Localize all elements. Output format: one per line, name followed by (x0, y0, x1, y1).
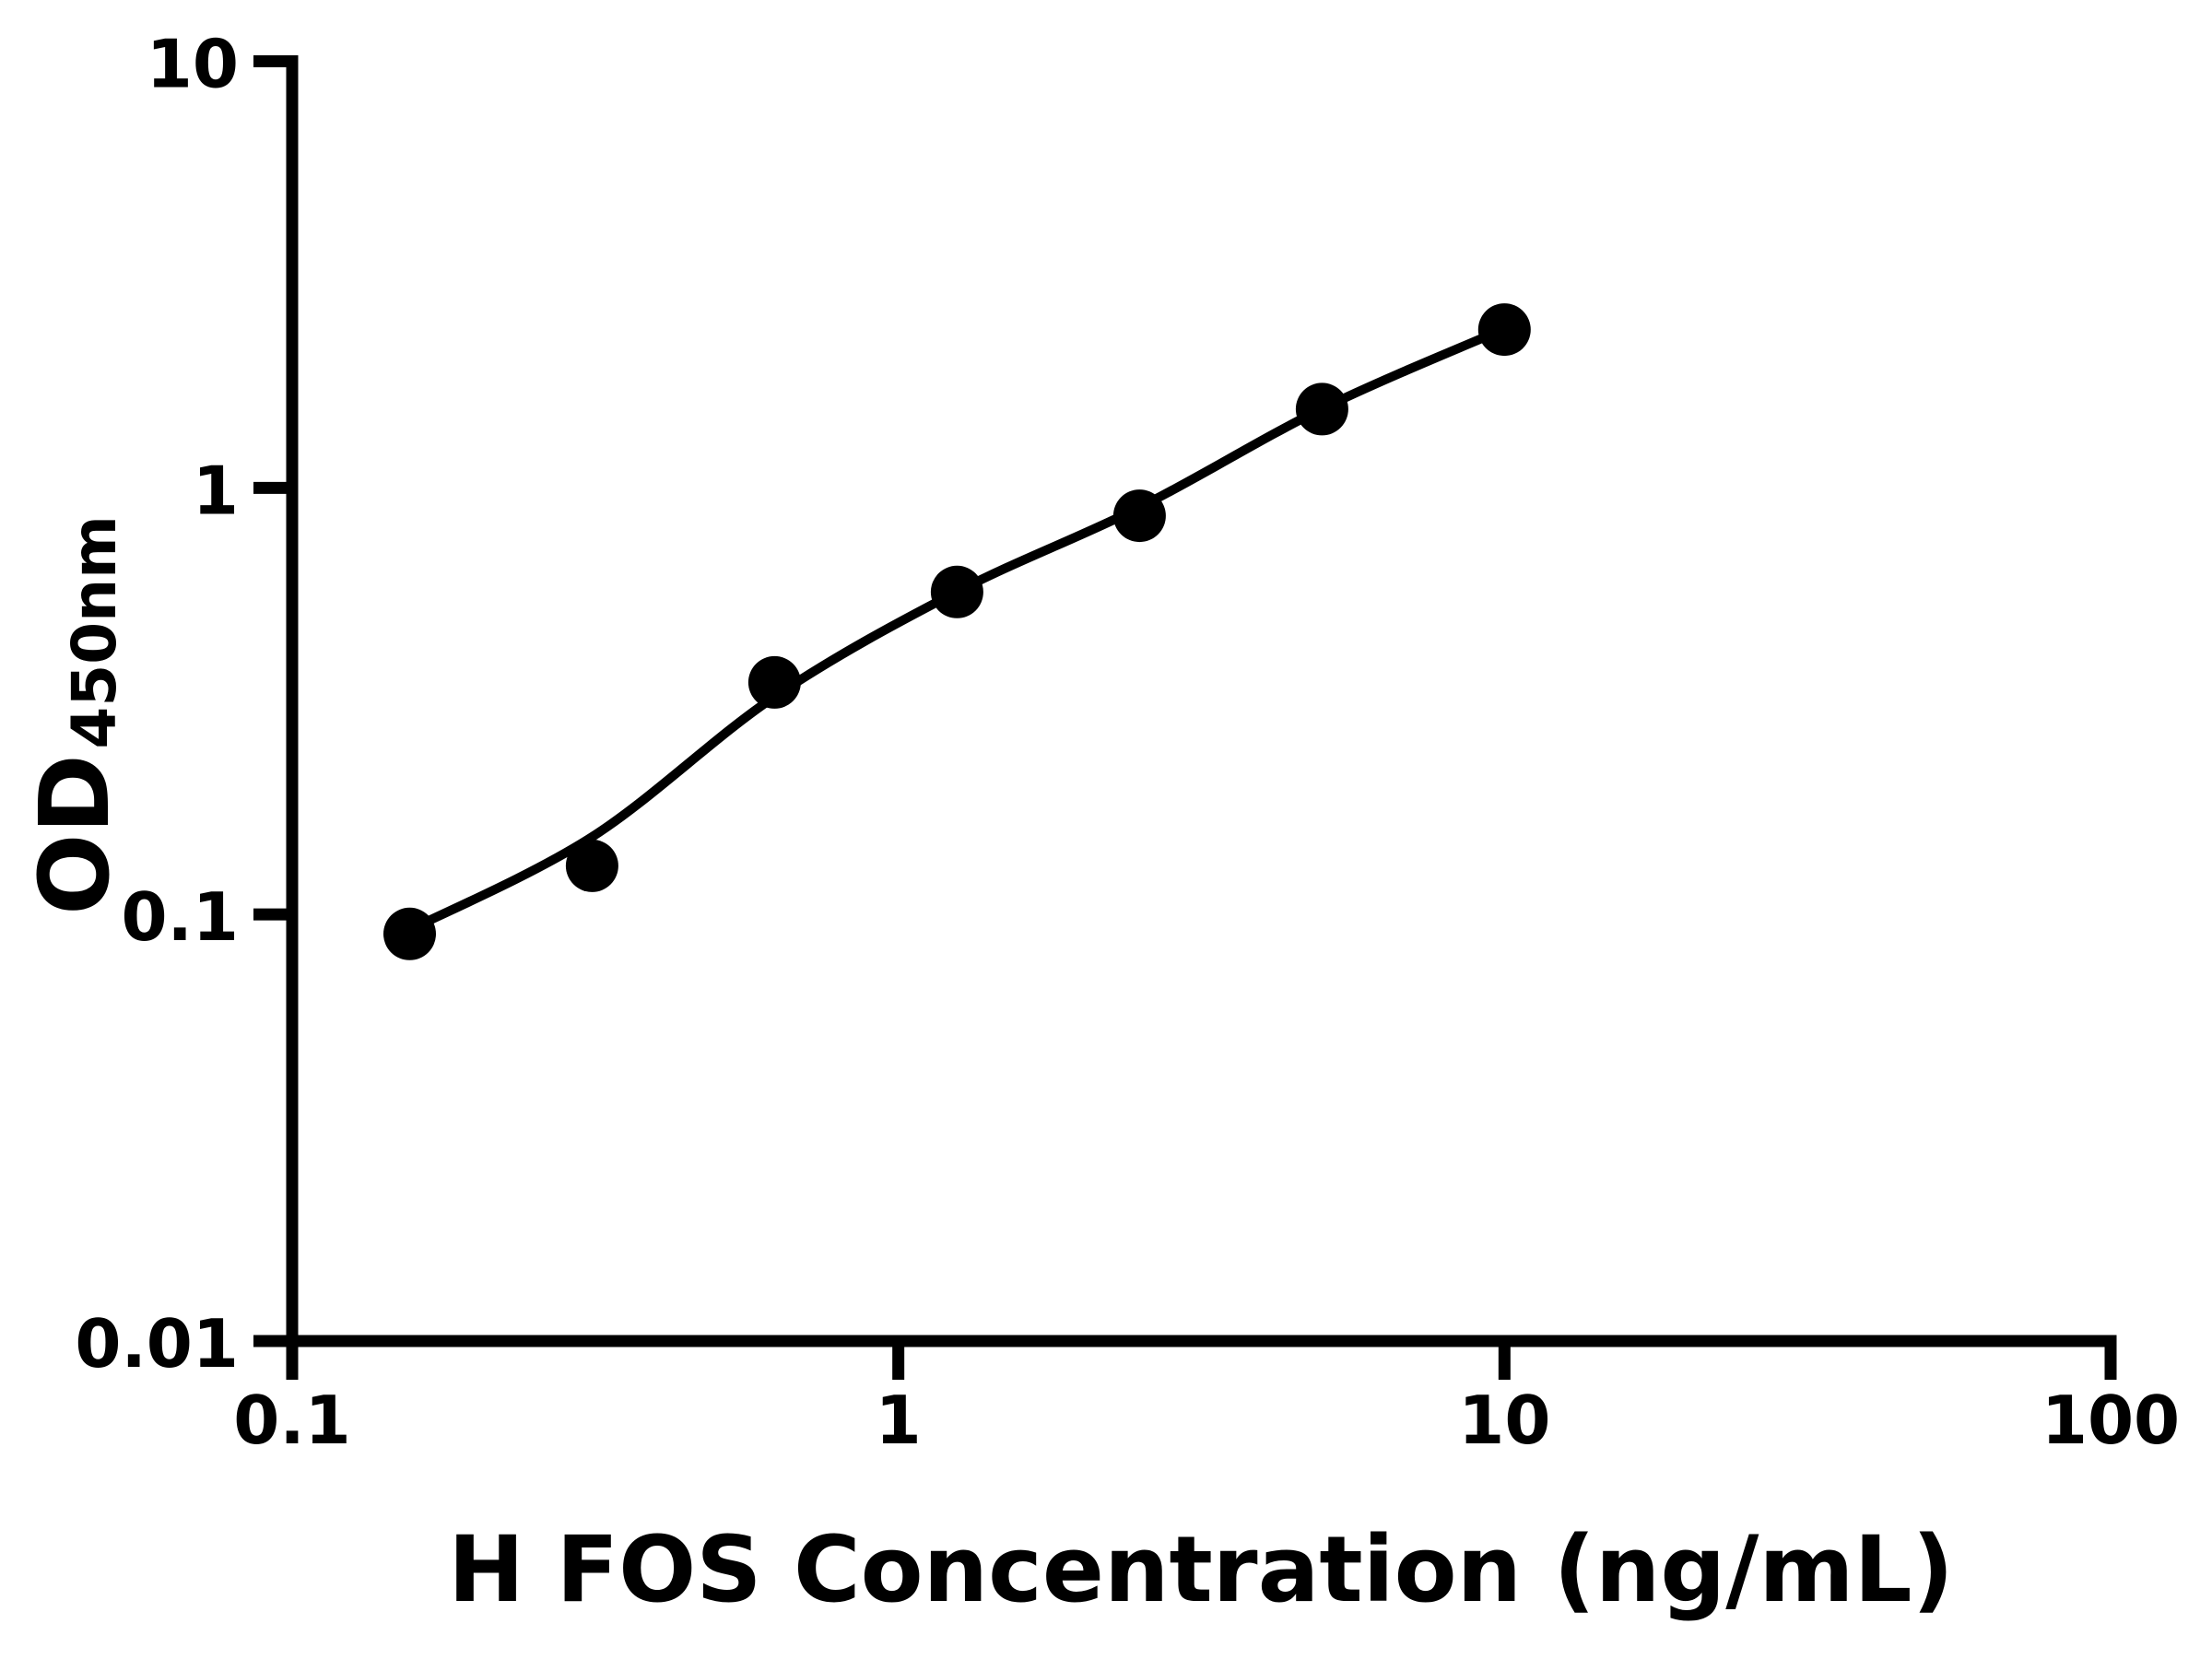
y-tick-label: 0.1 (121, 878, 239, 956)
data-point (565, 839, 618, 892)
data-point (930, 565, 983, 618)
data-point (1477, 303, 1531, 357)
data-points (383, 303, 1531, 960)
x-tick-label: 1 (876, 1382, 922, 1459)
y-tick-label: 1 (193, 452, 239, 529)
x-tick-label: 10 (1458, 1382, 1550, 1459)
x-tick-label: 0.1 (233, 1382, 351, 1459)
x-axis-title: H FOS Concentration (ng/mL) (448, 1517, 1954, 1623)
y-axis-ticks: 10 1 0.1 0.01 (75, 26, 292, 1382)
data-point (1295, 382, 1348, 436)
y-tick-label: 0.01 (75, 1305, 239, 1382)
data-point (1112, 489, 1166, 543)
data-point (383, 907, 436, 960)
x-tick-label: 100 (2041, 1382, 2180, 1459)
x-axis-ticks: 0.1 1 10 100 (233, 1341, 2180, 1459)
data-point (747, 655, 801, 709)
y-axis-title: OD 450nm (18, 515, 131, 915)
y-axis-title-subscript: 450nm (59, 515, 130, 749)
y-tick-label: 10 (147, 26, 239, 103)
y-axis-title-main: OD (18, 754, 131, 915)
